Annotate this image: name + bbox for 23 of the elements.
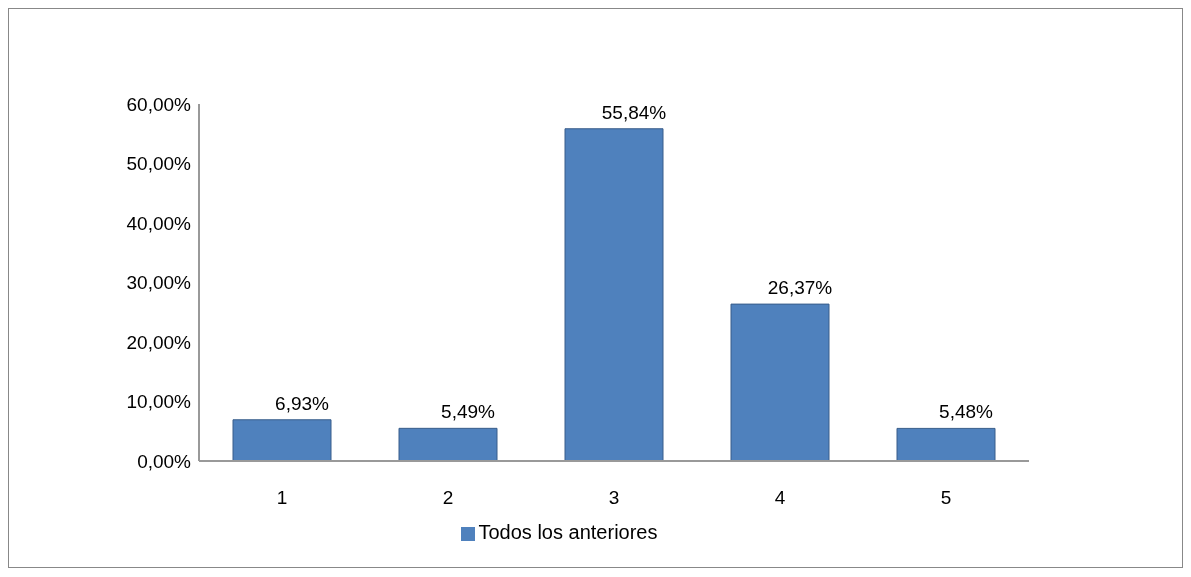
data-label: 55,84% bbox=[601, 101, 667, 123]
y-tick-label: 50,00% bbox=[126, 153, 192, 175]
data-label: 6,93% bbox=[275, 392, 330, 414]
y-tick-label: 0,00% bbox=[137, 450, 192, 472]
y-tick-label: 30,00% bbox=[126, 272, 192, 294]
legend-label: Todos los anteriores bbox=[478, 521, 658, 543]
x-tick-label: 2 bbox=[442, 487, 454, 509]
bar bbox=[232, 419, 332, 461]
bar bbox=[398, 427, 498, 461]
x-tick-label: 4 bbox=[774, 487, 786, 509]
bar bbox=[730, 303, 830, 461]
y-tick-label: 10,00% bbox=[126, 391, 192, 413]
x-tick-label: 3 bbox=[608, 487, 620, 509]
data-label: 26,37% bbox=[767, 277, 833, 299]
bar bbox=[564, 128, 664, 461]
x-tick-label: 1 bbox=[276, 487, 288, 509]
y-tick-label: 40,00% bbox=[126, 212, 192, 234]
y-tick-label: 20,00% bbox=[126, 331, 192, 353]
data-label: 5,49% bbox=[441, 401, 496, 423]
bar bbox=[896, 427, 996, 461]
x-tick-label: 5 bbox=[940, 487, 952, 509]
y-tick-label: 60,00% bbox=[126, 93, 192, 115]
data-label: 5,48% bbox=[939, 401, 994, 423]
